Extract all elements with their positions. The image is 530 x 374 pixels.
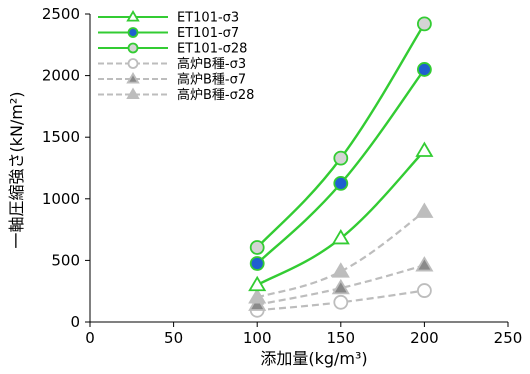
legend-marker	[126, 87, 140, 100]
data-point	[331, 262, 350, 278]
y-tick-label: 1000	[42, 190, 80, 208]
legend-marker	[127, 27, 139, 38]
legend-entry: 高炉B種-σ7	[98, 72, 246, 88]
data-point	[416, 283, 432, 298]
x-axis-title: 添加量(kg/m³)	[260, 349, 367, 368]
x-tick-label: 100	[243, 329, 272, 347]
y-axis-title: 一軸圧縮強さ(kN/m²)	[7, 91, 26, 248]
data-point	[415, 141, 434, 157]
x-tick-label: 50	[164, 329, 183, 347]
y-tick-label: 0	[70, 313, 80, 331]
legend-label: 高炉B種-σ3	[177, 56, 246, 72]
legend-entry: 高炉B種-σ3	[98, 56, 246, 72]
series-6	[248, 202, 434, 304]
series-5	[248, 256, 434, 311]
series-layer	[248, 16, 434, 318]
y-tick-label: 2500	[42, 5, 80, 23]
legend-entry: ET101-σ3	[98, 10, 239, 26]
data-point	[331, 278, 350, 295]
x-tick-label: 0	[85, 329, 95, 347]
legend-label: 高炉B種-σ7	[177, 72, 246, 88]
x-tick-label: 150	[326, 329, 355, 347]
data-point	[415, 256, 434, 272]
legend-marker	[127, 58, 139, 69]
data-point	[331, 228, 350, 245]
data-point	[415, 202, 434, 218]
legend-label: 高炉B種-σ28	[177, 87, 254, 103]
legend-entry: 高炉B種-σ28	[98, 87, 254, 103]
x-tick-label: 250	[494, 329, 523, 347]
legend-label: ET101-σ7	[177, 26, 239, 41]
data-point	[248, 295, 267, 311]
data-point	[333, 150, 349, 166]
data-point	[416, 62, 432, 77]
series-2	[249, 62, 432, 271]
legend: ET101-σ3ET101-σ7ET101-σ28高炉B種-σ3高炉B種-σ7高…	[98, 10, 254, 103]
legend-entry: ET101-σ28	[98, 42, 247, 57]
legend-marker	[126, 10, 140, 22]
data-point	[248, 288, 267, 304]
y-tick-label: 500	[51, 251, 80, 269]
data-point	[249, 256, 265, 271]
series-3	[249, 16, 432, 255]
legend-marker	[126, 72, 140, 84]
data-point	[333, 175, 349, 191]
series-line	[256, 23, 426, 249]
legend-label: ET101-σ3	[177, 11, 239, 26]
legend-entry: ET101-σ7	[98, 26, 239, 41]
series-line	[256, 210, 426, 299]
data-point	[333, 294, 349, 310]
data-point	[248, 275, 267, 292]
legend-label: ET101-σ28	[177, 42, 247, 57]
x-tick-label: 200	[410, 329, 439, 347]
y-tick-label: 1500	[42, 128, 80, 146]
series-1	[248, 141, 434, 292]
data-point	[249, 240, 265, 255]
legend-marker	[127, 42, 139, 54]
y-tick-label: 2000	[42, 67, 80, 85]
data-point	[416, 16, 432, 32]
